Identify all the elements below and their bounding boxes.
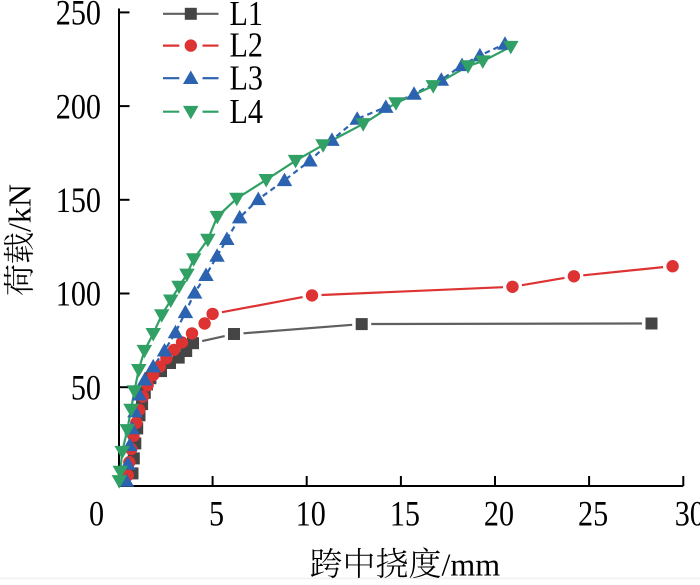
- svg-text:25: 25: [578, 495, 608, 534]
- svg-text:100: 100: [56, 276, 101, 315]
- svg-text:L1: L1: [230, 0, 263, 33]
- svg-text:250: 250: [56, 0, 101, 33]
- svg-text:50: 50: [71, 369, 101, 408]
- svg-text:L2: L2: [230, 27, 263, 66]
- svg-text:30: 30: [675, 495, 700, 534]
- svg-text:/kN: /kN: [2, 184, 38, 232]
- svg-text:200: 200: [56, 88, 101, 127]
- svg-text:L3: L3: [230, 59, 263, 98]
- svg-text:0: 0: [89, 495, 104, 534]
- svg-text:L4: L4: [230, 93, 263, 132]
- svg-text:10: 10: [296, 495, 326, 534]
- svg-text:15: 15: [390, 495, 420, 534]
- svg-text:/mm: /mm: [442, 547, 501, 581]
- svg-text:20: 20: [484, 495, 514, 534]
- svg-text:150: 150: [56, 182, 101, 221]
- svg-text:5: 5: [209, 495, 224, 534]
